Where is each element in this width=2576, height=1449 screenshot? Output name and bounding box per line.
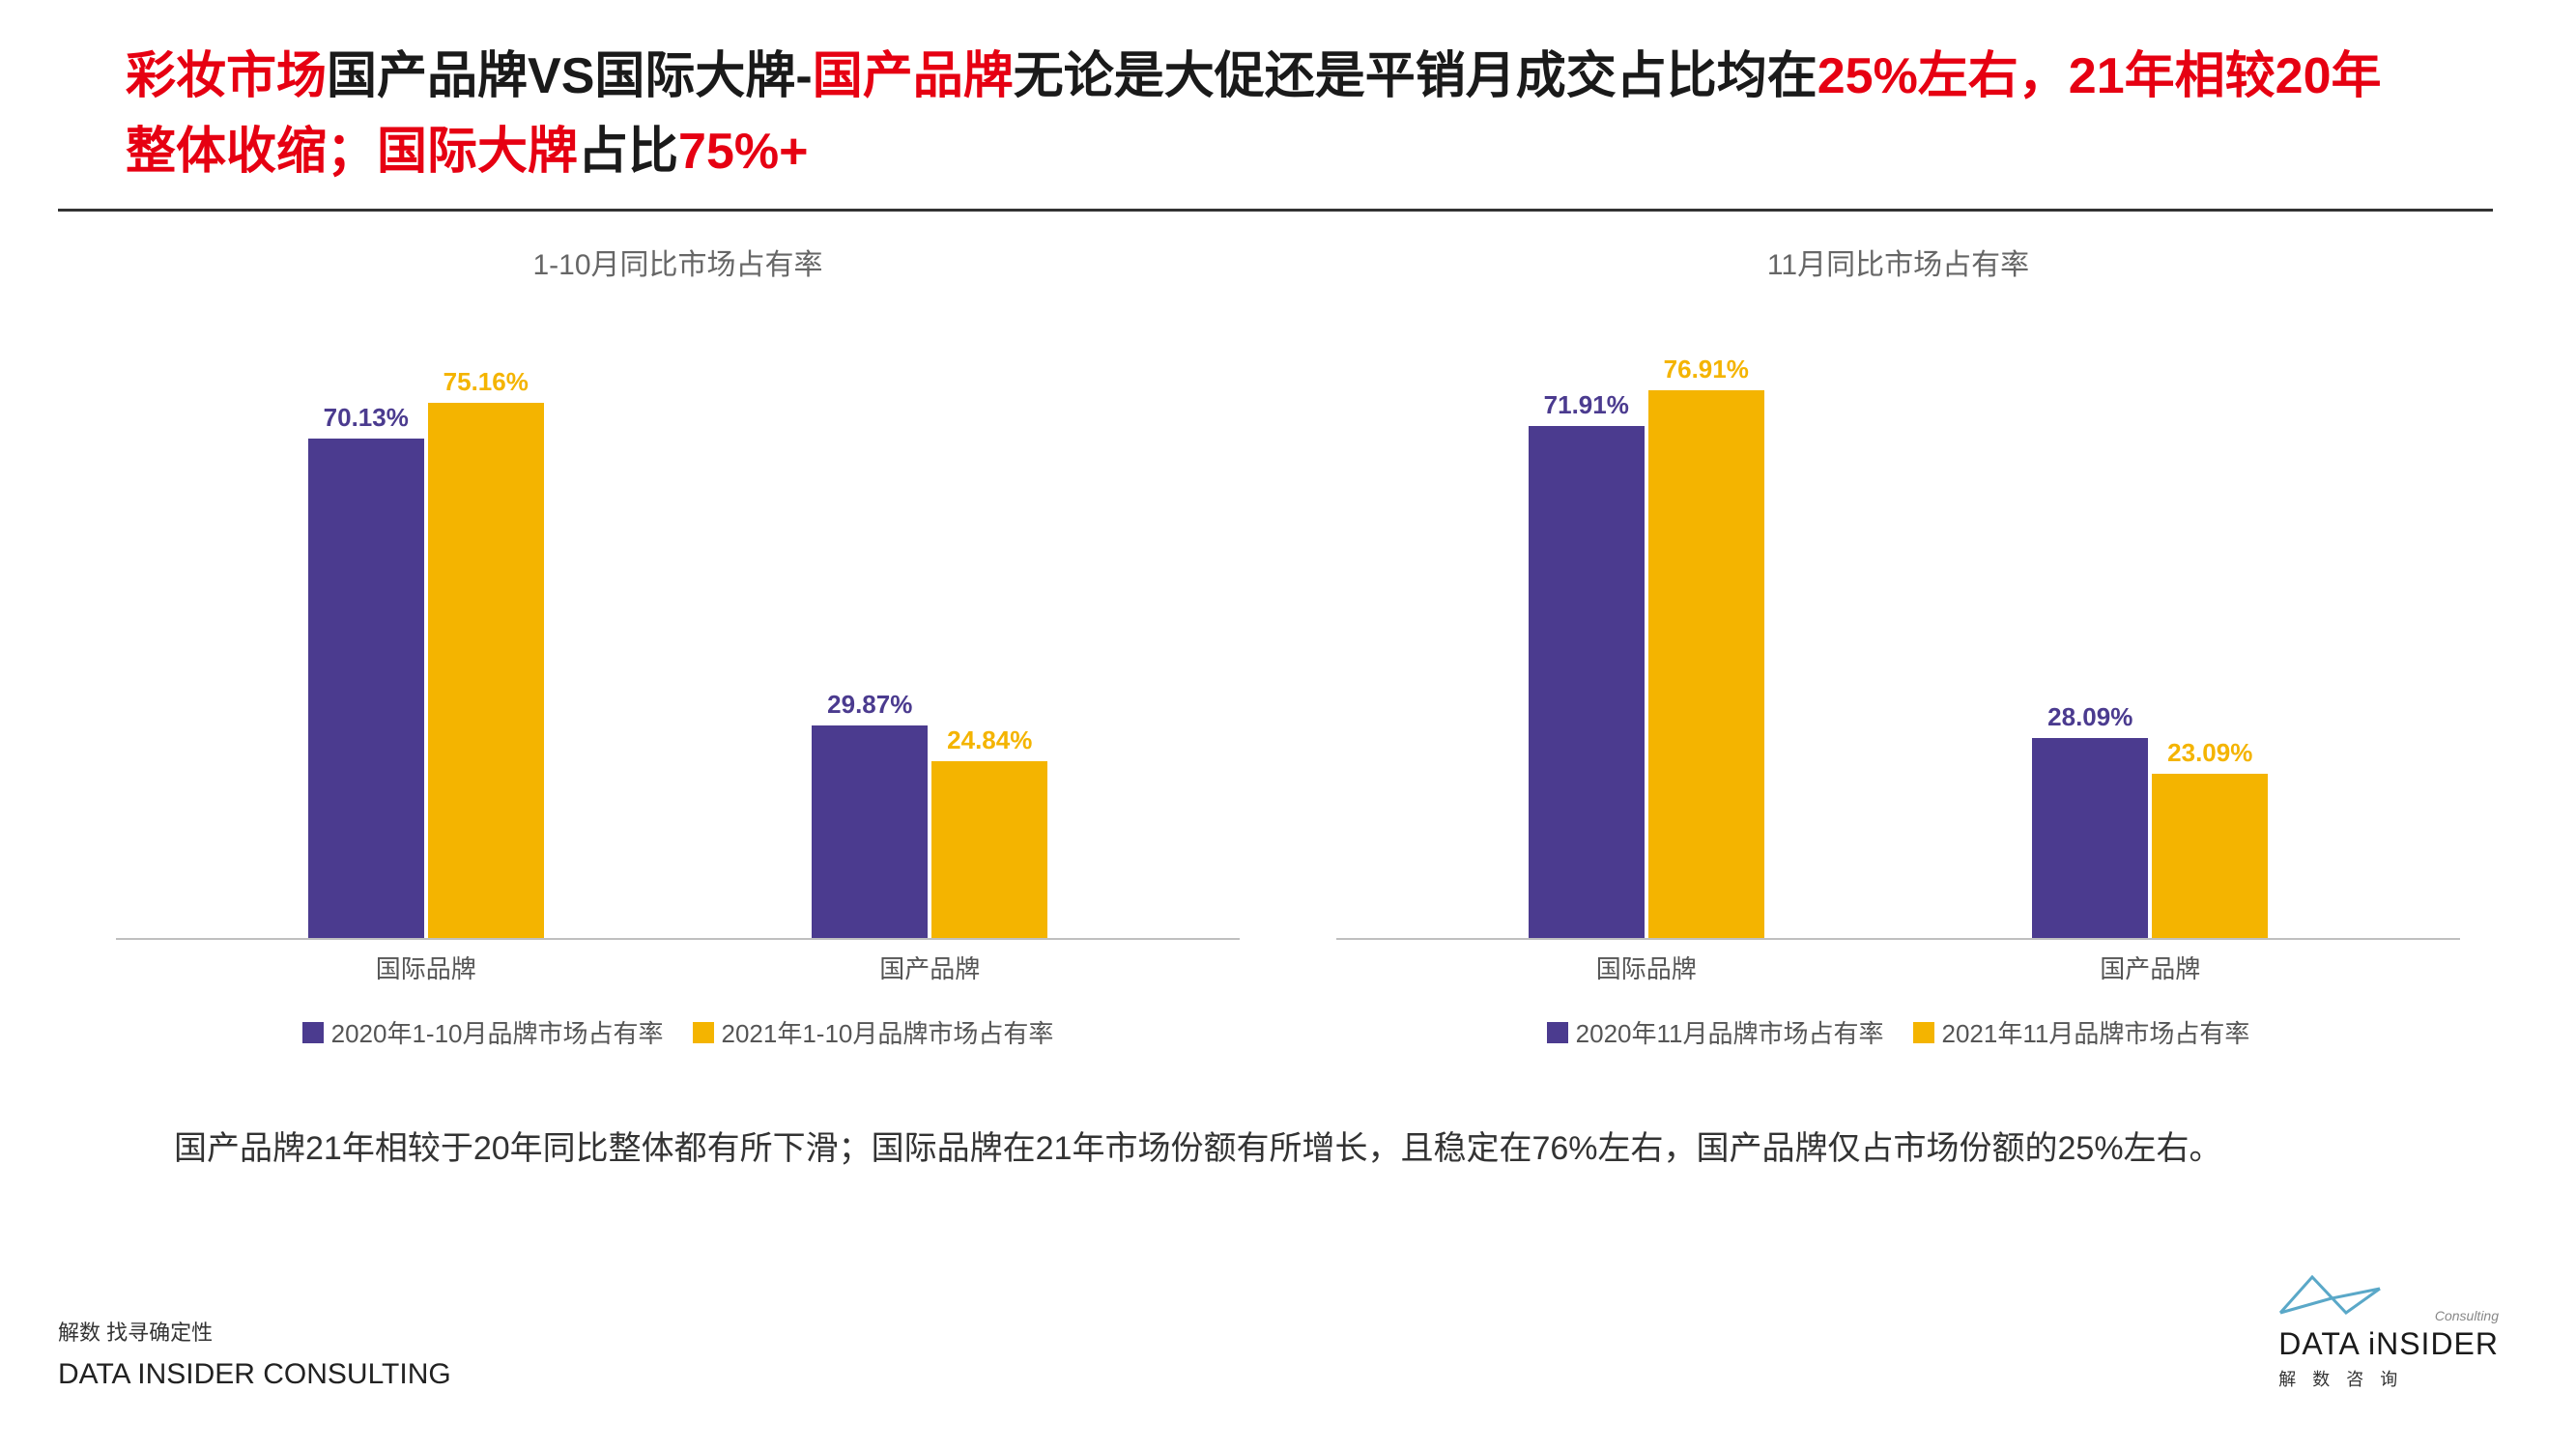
bar-value-label: 28.09%: [2047, 702, 2132, 732]
bar-group: 71.91% 76.91%: [1529, 312, 1764, 938]
title-span: 无论是大促还是平销月成交占比均在: [1014, 48, 1818, 104]
footer-tag: 解数 找寻确定性: [58, 1316, 451, 1347]
bar-wrap: 71.91%: [1529, 312, 1645, 938]
chart-right-plot: 71.91% 76.91% 28.09% 23.09%: [1336, 312, 2460, 940]
legend-item: 2020年1-10月品牌市场占有率: [302, 1014, 664, 1050]
logo-text: DATA iNSIDER: [2278, 1326, 2499, 1362]
bar-wrap: 76.91%: [1648, 312, 1764, 938]
chart-right-xaxis: 国际品牌 国产品牌: [1336, 940, 2460, 985]
logo-subtext: 解 数 咨 询: [2278, 1366, 2499, 1391]
chart-right-legend: 2020年11月品牌市场占有率 2021年11月品牌市场占有率: [1547, 1014, 2250, 1050]
bar-group: 29.87% 24.84%: [812, 312, 1047, 938]
legend-label: 2021年11月品牌市场占有率: [1942, 1014, 2250, 1050]
legend-item: 2020年11月品牌市场占有率: [1547, 1014, 1884, 1050]
bar-value-label: 24.84%: [947, 725, 1032, 755]
bar-wrap: 75.16%: [428, 312, 544, 938]
bar-wrap: 28.09%: [2032, 312, 2148, 938]
bar-wrap: 24.84%: [931, 312, 1047, 938]
bar-wrap: 29.87%: [812, 312, 928, 938]
chart-left: 1-10月同比市场占有率 70.13% 75.16% 29.87% 24.84% 国际…: [116, 241, 1240, 1050]
chart-left-plot: 70.13% 75.16% 29.87% 24.84%: [116, 312, 1240, 940]
footer-right: DATA iNSIDER 解 数 咨 询: [2278, 1269, 2499, 1391]
x-axis-label: 国际品牌: [301, 950, 552, 985]
charts-row: 1-10月同比市场占有率 70.13% 75.16% 29.87% 24.84% 国际…: [58, 241, 2518, 1050]
bar: [308, 439, 424, 938]
bar-value-label: 70.13%: [324, 403, 409, 433]
legend-label: 2020年11月品牌市场占有率: [1576, 1014, 1884, 1050]
bar-wrap: 23.09%: [2152, 312, 2268, 938]
title-span: 75%+: [678, 124, 808, 180]
chart-left-xaxis: 国际品牌 国产品牌: [116, 940, 1240, 985]
legend-label: 2021年1-10月品牌市场占有率: [722, 1014, 1054, 1050]
legend-swatch: [693, 1022, 714, 1043]
x-axis-label: 国际品牌: [1521, 950, 1772, 985]
footer-left: 解数 找寻确定性 DATA INSIDER CONSULTING: [58, 1316, 451, 1391]
footer-brand: DATA INSIDER CONSULTING: [58, 1358, 451, 1391]
bar-group: 28.09% 23.09%: [2032, 312, 2268, 938]
legend-swatch: [1913, 1022, 1934, 1043]
legend-item: 2021年1-10月品牌市场占有率: [693, 1014, 1054, 1050]
bar-value-label: 71.91%: [1544, 390, 1629, 420]
bar: [428, 403, 544, 938]
legend-swatch: [1547, 1022, 1568, 1043]
bar: [2152, 774, 2268, 938]
legend-label: 2020年1-10月品牌市场占有率: [331, 1014, 664, 1050]
chart-left-legend: 2020年1-10月品牌市场占有率 2021年1-10月品牌市场占有率: [302, 1014, 1054, 1050]
page-title: 彩妆市场国产品牌VS国际大牌-国产品牌无论是大促还是平销月成交占比均在25%左右…: [58, 39, 2493, 212]
chart-left-title: 1-10月同比市场占有率: [532, 241, 822, 283]
chart-right: 11月同比市场占有率 71.91% 76.91% 28.09% 23.09% 国际品牌…: [1336, 241, 2460, 1050]
bar: [931, 761, 1047, 938]
x-axis-label: 国产品牌: [2024, 950, 2275, 985]
bar: [812, 725, 928, 938]
bar-value-label: 76.91%: [1664, 355, 1749, 384]
bar-value-label: 29.87%: [827, 690, 912, 720]
bar-value-label: 75.16%: [444, 367, 529, 397]
bar-value-label: 23.09%: [2167, 738, 2252, 768]
bar-group: 70.13% 75.16%: [308, 312, 544, 938]
legend-swatch: [302, 1022, 324, 1043]
title-span: 国产品牌VS国际大牌-: [327, 48, 813, 104]
logo-icon: [2278, 1269, 2385, 1318]
bar-wrap: 70.13%: [308, 312, 424, 938]
chart-right-title: 11月同比市场占有率: [1767, 241, 2029, 283]
bar: [2032, 738, 2148, 938]
title-span: 占比: [578, 124, 678, 180]
bar: [1648, 390, 1764, 938]
legend-item: 2021年11月品牌市场占有率: [1913, 1014, 2250, 1050]
bar: [1529, 426, 1645, 938]
summary-text: 国产品牌21年相较于20年同比整体都有所下滑；国际品牌在21年市场份额有所增长，…: [58, 1118, 2518, 1180]
title-span: 国产品牌: [813, 48, 1014, 104]
title-span: 彩妆市场: [126, 48, 327, 104]
x-axis-label: 国产品牌: [804, 950, 1055, 985]
